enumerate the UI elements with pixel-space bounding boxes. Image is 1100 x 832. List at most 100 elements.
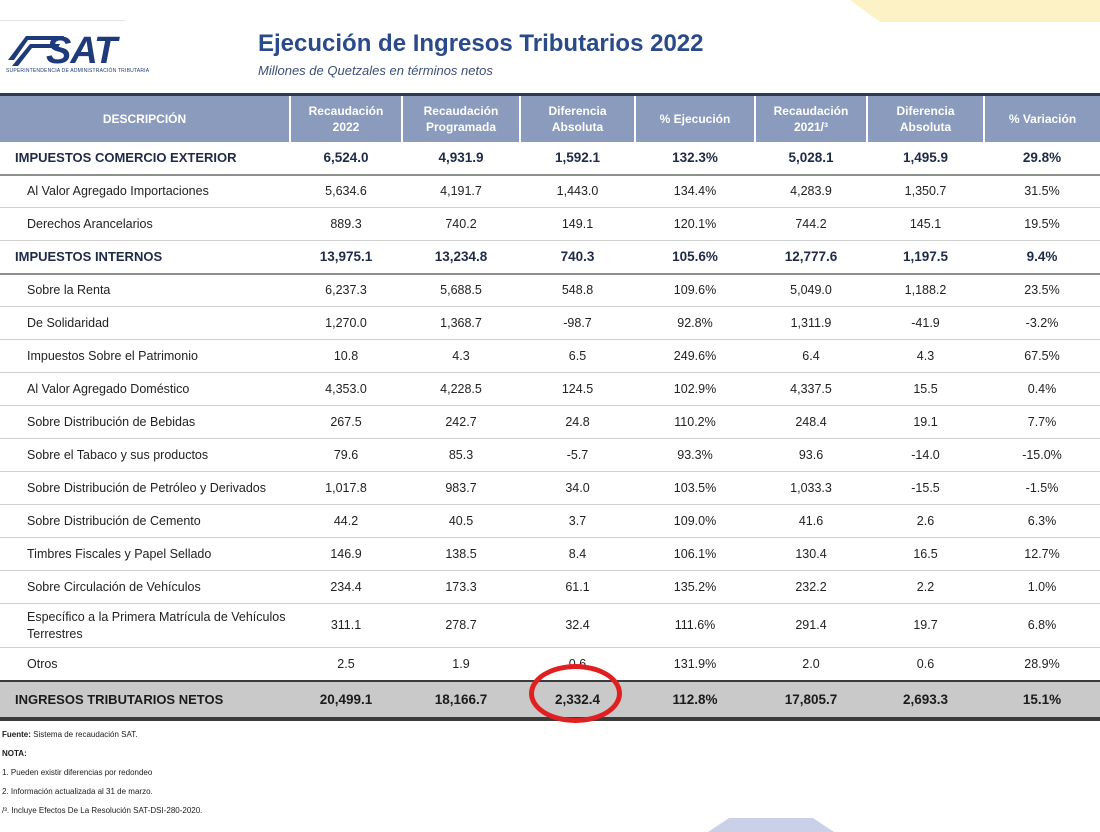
row-description: Sobre Distribución de Cemento: [0, 504, 290, 538]
row-value: 134.4%: [635, 174, 755, 208]
row-value: 2.0: [755, 647, 867, 681]
table-body: IMPUESTOS COMERCIO EXTERIOR 6,524.0 4,931.…: [0, 141, 1100, 721]
row-value: 0.4%: [984, 372, 1100, 406]
row-value: 67.5%: [984, 339, 1100, 373]
table-row: Otros 2.5 1.9 0.6 131.9% 2.0 0.6 28.9%: [0, 647, 1100, 681]
row-value: 18,166.7: [402, 679, 520, 721]
top-corner-decoration: [850, 0, 1100, 22]
row-description: Específico a la Primera Matrícula de Veh…: [0, 603, 290, 648]
row-description: Otros: [0, 647, 290, 681]
row-value: 111.6%: [635, 603, 755, 648]
column-header: % Ejecución: [634, 93, 755, 142]
row-value: 61.1: [520, 570, 635, 604]
row-description: Sobre el Tabaco y sus productos: [0, 438, 290, 472]
row-value: 1,033.3: [755, 471, 867, 505]
row-value: 0.6: [867, 647, 984, 681]
row-value: 130.4: [755, 537, 867, 571]
row-value: 548.8: [520, 273, 635, 307]
row-value: 12,777.6: [755, 240, 867, 275]
row-value: 5,028.1: [755, 141, 867, 176]
row-value: 16.5: [867, 537, 984, 571]
row-value: 4,931.9: [402, 141, 520, 176]
total-row: INGRESOS TRIBUTARIOS NETOS 20,499.1 18,166…: [0, 679, 1100, 721]
bottom-decoration: [708, 818, 834, 832]
row-value: 1,350.7: [867, 174, 984, 208]
row-value: 8.4: [520, 537, 635, 571]
row-value: 93.3%: [635, 438, 755, 472]
row-value: 740.3: [520, 240, 635, 275]
row-value: 1,017.8: [290, 471, 402, 505]
row-value: 132.3%: [635, 141, 755, 176]
row-value: 92.8%: [635, 306, 755, 340]
row-value: 32.4: [520, 603, 635, 648]
row-value: 1.0%: [984, 570, 1100, 604]
row-value: 1,311.9: [755, 306, 867, 340]
row-value: 149.1: [520, 207, 635, 241]
row-value: 2.6: [867, 504, 984, 538]
footnotes: Fuente: Sistema de recaudación SAT. NOTA…: [2, 730, 202, 825]
row-value: 248.4: [755, 405, 867, 439]
row-value: 19.5%: [984, 207, 1100, 241]
row-value: 6,524.0: [290, 141, 402, 176]
table-row: Específico a la Primera Matrícula de Veh…: [0, 603, 1100, 648]
row-value: 24.8: [520, 405, 635, 439]
row-value: 7.7%: [984, 405, 1100, 439]
row-value: 2.2: [867, 570, 984, 604]
row-value: 110.2%: [635, 405, 755, 439]
row-description: Sobre Distribución de Petróleo y Derivad…: [0, 471, 290, 505]
row-value: 278.7: [402, 603, 520, 648]
row-value: 120.1%: [635, 207, 755, 241]
row-value: 242.7: [402, 405, 520, 439]
row-value: 79.6: [290, 438, 402, 472]
row-value: 249.6%: [635, 339, 755, 373]
row-value: 2,332.4: [520, 679, 635, 721]
nota-label: NOTA:: [2, 749, 27, 758]
row-value: 103.5%: [635, 471, 755, 505]
source-note: Fuente: Sistema de recaudación SAT.: [2, 730, 202, 749]
row-description: Al Valor Agregado Importaciones: [0, 174, 290, 208]
row-value: 4,228.5: [402, 372, 520, 406]
row-value: 138.5: [402, 537, 520, 571]
table-row: Derechos Arancelarios 889.3 740.2 149.1 120.…: [0, 207, 1100, 241]
row-value: 5,634.6: [290, 174, 402, 208]
row-value: 2,693.3: [867, 679, 984, 721]
table-row: Sobre Distribución de Bebidas 267.5 242.7 2…: [0, 405, 1100, 439]
row-value: -5.7: [520, 438, 635, 472]
row-value: 0.6: [520, 647, 635, 681]
row-value: 1,270.0: [290, 306, 402, 340]
logo-text: SAT: [46, 30, 117, 72]
row-value: 889.3: [290, 207, 402, 241]
row-description: Sobre la Renta: [0, 273, 290, 307]
table-row: Sobre Distribución de Petróleo y Derivad…: [0, 471, 1100, 505]
row-value: 1,368.7: [402, 306, 520, 340]
table-row: Al Valor Agregado Importaciones 5,634.6 4,…: [0, 174, 1100, 208]
column-header: Diferencia Absoluta: [519, 93, 635, 142]
row-value: 6.5: [520, 339, 635, 373]
row-description: De Solidaridad: [0, 306, 290, 340]
row-value: 291.4: [755, 603, 867, 648]
row-description: Sobre Circulación de Vehículos: [0, 570, 290, 604]
row-value: -15.5: [867, 471, 984, 505]
row-value: 6.4: [755, 339, 867, 373]
row-value: 135.2%: [635, 570, 755, 604]
row-value: 4,283.9: [755, 174, 867, 208]
page-title: Ejecución de Ingresos Tributarios 2022: [258, 30, 704, 57]
source-label: Fuente:: [2, 730, 31, 739]
row-value: 234.4: [290, 570, 402, 604]
row-value: -15.0%: [984, 438, 1100, 472]
row-description: IMPUESTOS COMERCIO EXTERIOR: [0, 141, 290, 176]
table-row: Timbres Fiscales y Papel Sellado 146.9 138…: [0, 537, 1100, 571]
row-value: 44.2: [290, 504, 402, 538]
row-value: 109.6%: [635, 273, 755, 307]
source-text: Sistema de recaudación SAT.: [30, 730, 138, 739]
row-value: 15.1%: [984, 679, 1100, 721]
row-value: 146.9: [290, 537, 402, 571]
header-descripcion: DESCRIPCIÓN: [0, 93, 290, 142]
row-description: IMPUESTOS INTERNOS: [0, 240, 290, 275]
row-value: 1,592.1: [520, 141, 635, 176]
table-row: Sobre el Tabaco y sus productos 79.6 85.3-…: [0, 438, 1100, 472]
row-value: 93.6: [755, 438, 867, 472]
row-value: 20,499.1: [290, 679, 402, 721]
row-value: 105.6%: [635, 240, 755, 275]
row-value: 40.5: [402, 504, 520, 538]
